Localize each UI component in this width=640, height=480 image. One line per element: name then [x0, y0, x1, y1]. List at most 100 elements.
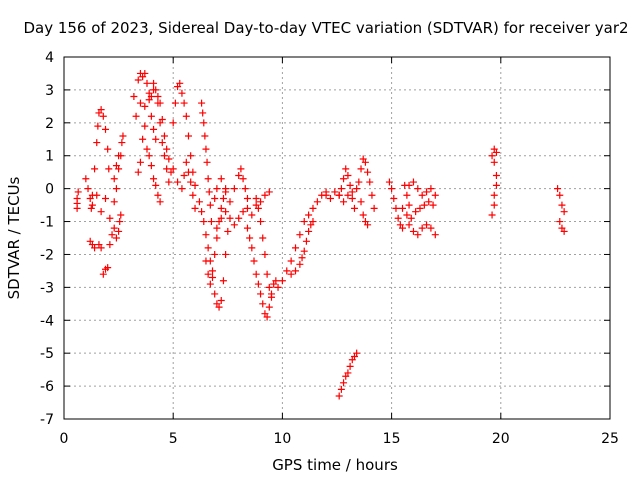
- data-point: [169, 119, 177, 127]
- data-point: [158, 139, 166, 147]
- data-point: [250, 257, 258, 265]
- data-point: [416, 204, 424, 212]
- data-point: [184, 168, 192, 176]
- data-point: [554, 185, 562, 193]
- data-point: [403, 191, 411, 199]
- data-point: [235, 171, 243, 179]
- data-point: [359, 211, 367, 219]
- data-point: [366, 178, 374, 186]
- data-point: [322, 191, 330, 199]
- data-point: [399, 224, 407, 232]
- data-point: [115, 152, 123, 160]
- data-point: [224, 227, 232, 235]
- data-point: [141, 69, 149, 77]
- data-point: [278, 277, 286, 285]
- data-point: [309, 218, 317, 226]
- data-point: [560, 227, 568, 235]
- data-point: [204, 244, 212, 252]
- data-point: [171, 99, 179, 107]
- data-point: [257, 198, 265, 206]
- data-point: [490, 201, 498, 209]
- data-point: [217, 204, 225, 212]
- y-tick-label: -7: [40, 412, 54, 428]
- data-point: [165, 155, 173, 163]
- data-point: [346, 362, 354, 370]
- data-point: [226, 198, 234, 206]
- data-point: [405, 221, 413, 229]
- data-point: [198, 208, 206, 216]
- y-tick-label: -1: [40, 215, 54, 231]
- data-point: [560, 208, 568, 216]
- data-point: [147, 92, 155, 100]
- data-point: [222, 250, 230, 258]
- data-point: [174, 178, 182, 186]
- data-point: [160, 132, 168, 140]
- data-point: [106, 241, 114, 249]
- data-point: [213, 234, 221, 242]
- data-point: [99, 270, 107, 278]
- y-tick-label: -6: [40, 379, 54, 395]
- data-point: [189, 191, 197, 199]
- data-point: [118, 139, 126, 147]
- data-point: [292, 267, 300, 275]
- data-point: [403, 211, 411, 219]
- x-tick-label: 15: [383, 431, 401, 447]
- chart-title: Day 156 of 2023, Sidereal Day-to-day VTE…: [23, 19, 628, 37]
- data-point: [178, 89, 186, 97]
- data-point: [156, 99, 164, 107]
- data-point: [202, 231, 210, 239]
- data-point: [492, 148, 500, 156]
- data-point: [204, 175, 212, 183]
- data-point: [141, 122, 149, 130]
- data-point: [265, 188, 273, 196]
- data-point: [108, 231, 116, 239]
- data-point: [91, 165, 99, 173]
- data-point: [198, 99, 206, 107]
- data-point: [556, 191, 564, 199]
- data-point: [414, 231, 422, 239]
- y-tick-label: -5: [40, 346, 54, 362]
- data-point: [344, 369, 352, 377]
- data-point: [200, 119, 208, 127]
- data-point: [257, 290, 265, 298]
- data-point: [104, 264, 112, 272]
- data-point: [331, 188, 339, 196]
- data-point: [184, 132, 192, 140]
- data-point: [326, 195, 334, 203]
- data-point: [217, 297, 225, 305]
- data-point: [292, 244, 300, 252]
- data-point: [152, 135, 160, 143]
- data-point: [267, 293, 275, 301]
- x-axis-label: GPS time / hours: [272, 456, 398, 474]
- data-point: [309, 204, 317, 212]
- data-point: [429, 201, 437, 209]
- data-point: [394, 214, 402, 222]
- data-point: [97, 208, 105, 216]
- data-point: [180, 99, 188, 107]
- data-point: [206, 201, 214, 209]
- data-point: [492, 181, 500, 189]
- data-point: [252, 195, 260, 203]
- data-point: [265, 303, 273, 311]
- data-point: [407, 214, 415, 222]
- data-point: [423, 188, 431, 196]
- data-point: [431, 191, 439, 199]
- data-point: [143, 79, 151, 87]
- data-point: [195, 198, 203, 206]
- data-point: [259, 234, 267, 242]
- data-point: [230, 221, 238, 229]
- data-point: [259, 300, 267, 308]
- data-point: [427, 185, 435, 193]
- data-point: [217, 214, 225, 222]
- data-point: [558, 201, 566, 209]
- data-point: [152, 86, 160, 94]
- data-point: [182, 158, 190, 166]
- data-point: [82, 175, 90, 183]
- data-point: [243, 195, 251, 203]
- data-point: [215, 303, 223, 311]
- data-point: [298, 254, 306, 262]
- data-point: [490, 191, 498, 199]
- data-point: [176, 79, 184, 87]
- data-point: [370, 204, 378, 212]
- data-point: [200, 218, 208, 226]
